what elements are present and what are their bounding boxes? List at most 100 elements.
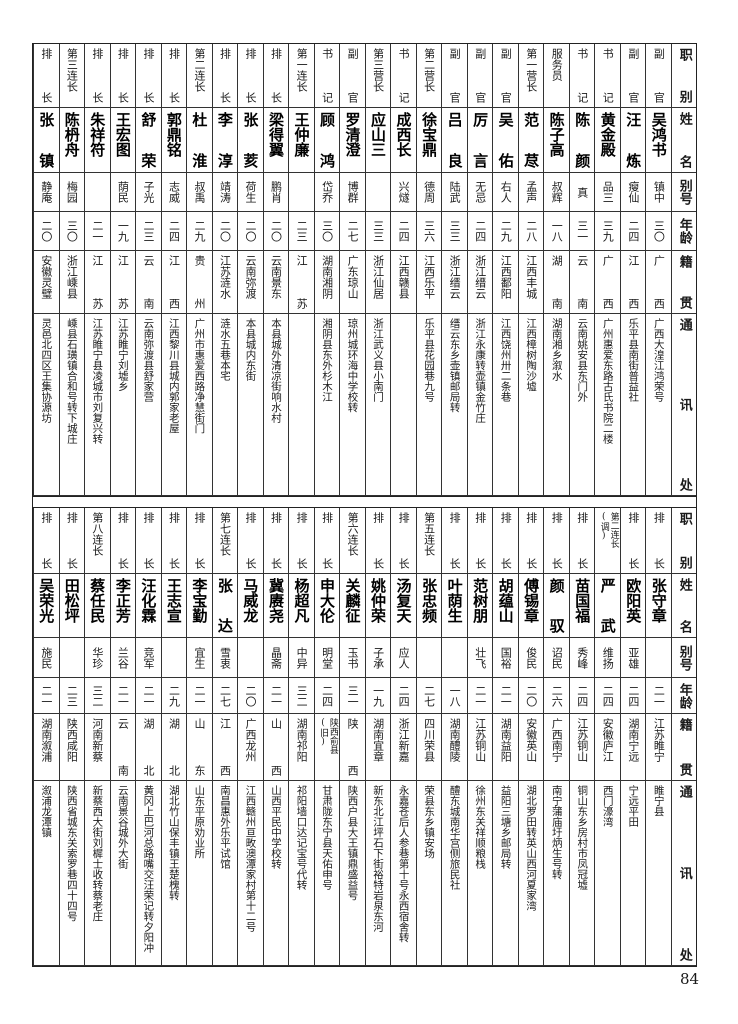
name-cell: 陈枬舟 (58, 108, 85, 173)
alias-cell: 应人 (390, 638, 416, 678)
address-cell: 荣县东乡镇安场 (415, 781, 442, 966)
age-text: 三二 (295, 684, 309, 707)
address-text: 祁阳墙口达记宝号代转 (295, 785, 308, 890)
alias-cell: 子承 (364, 638, 391, 678)
alias-cell: 诏民 (543, 638, 569, 678)
age-cell: 一八 (543, 212, 569, 251)
address-cell: 江西樟树陶沙墟 (517, 314, 544, 496)
name-cell: 罗清澄 (339, 108, 365, 173)
name-text: 陈子高 (547, 112, 566, 157)
age-text: 二四 (167, 220, 181, 242)
address-text: 醴东城南华宫侧旅民社 (448, 785, 461, 890)
alias-text: 诏民 (550, 646, 564, 669)
age-text: 二四 (575, 684, 589, 707)
role-cell: 排长 (109, 508, 136, 574)
origin-cell: 浙江仙居 (364, 251, 391, 314)
age-text: 二一 (141, 684, 155, 707)
age-text: 二一 (90, 220, 104, 242)
origin-cell: 江苏铜山 (466, 714, 493, 781)
alias-text: 德周 (422, 181, 436, 203)
age-cell: 二四 (594, 678, 620, 714)
origin-cell: 浙江缙云 (466, 251, 493, 314)
origin-text: 山东 (192, 718, 206, 776)
address-text: 溆浦龙潭镇 (40, 785, 53, 838)
alias-text: 晶斋 (269, 646, 283, 669)
header-address-text: 通讯处 (676, 318, 692, 491)
role-text: 第一营长 (524, 48, 538, 92)
alias-cell: 兴燧 (390, 173, 416, 212)
address-text: 云南弥渡县舒家营 (142, 318, 155, 402)
address-text: 甘肃陇东宁县天佑申号 (321, 785, 334, 890)
alias-text: 秀峰 (575, 646, 589, 669)
role-text: 排长 (141, 48, 155, 103)
role-text: 排长 (218, 48, 232, 103)
origin-cell: 广西龙州 (237, 714, 263, 781)
age-text: 二三 (295, 220, 309, 242)
alias-text: 兰谷 (116, 646, 130, 669)
table-divider (32, 495, 697, 508)
origin-text: 湖南祁阳 (295, 718, 309, 762)
alias-text: 陆武 (448, 181, 462, 203)
origin-cell: 广西南宁 (543, 714, 569, 781)
name-text: 马威龙 (241, 578, 260, 623)
origin-text: 江苏 (295, 255, 309, 309)
name-cell: 张镇 (33, 108, 59, 173)
name-text: 厉言 (471, 112, 490, 168)
alias-text: 荫民 (116, 181, 130, 203)
age-text: 二三 (65, 684, 79, 707)
age-cell: 二四 (619, 212, 646, 251)
address-text: 广州市惠爱西路净慧街门 (193, 318, 206, 434)
origin-text: 江西乐平 (422, 255, 436, 299)
header-name-text: 姓名 (676, 578, 692, 633)
origin-text: 江苏 (90, 255, 104, 309)
origin-cell: 湖南益阳 (492, 714, 518, 781)
name-text: 梁得翼 (266, 112, 285, 157)
address-cell: 琼州城环海中学校转 (339, 314, 365, 496)
origin-cell: 江苏 (84, 251, 110, 314)
origin-cell: 广东琼山 (339, 251, 365, 314)
alias-text: 俊民 (524, 646, 538, 669)
age-text: 二四 (397, 220, 411, 242)
role-cell: 排长 (466, 508, 493, 574)
age-text: 二一 (473, 684, 487, 707)
header-name-cell: 姓名 (671, 574, 696, 638)
role-cell: 排长 (492, 508, 518, 574)
name-cell: 成西长 (390, 108, 416, 173)
address-cell: 广西大湟江鸿荣号 (645, 314, 671, 496)
origin-cell: 浙江嵊县 (58, 251, 85, 314)
origin-cell: 江苏 (288, 251, 314, 314)
name-cell: 范树朋 (466, 574, 493, 638)
name-cell: 杜淮 (186, 108, 212, 173)
address-cell: 甘肃陇东宁县天佑申号 (313, 781, 340, 966)
alias-text: 叔禹 (192, 181, 206, 203)
age-text: 三〇 (65, 220, 79, 242)
address-text: 云南姚安县东门外 (576, 318, 589, 402)
address-text: 新蔡西大街刘樨士收转蔡老庄 (91, 785, 104, 922)
alias-text: 真 (575, 186, 589, 198)
alias-text: 志威 (167, 181, 181, 203)
role-cell: 排长 (441, 508, 467, 574)
role-cell: 排长 (364, 508, 391, 574)
header-name-text: 姓名 (676, 112, 692, 168)
role-cell: 排长 (33, 44, 59, 108)
name-text: 吴鸿书 (649, 112, 668, 157)
age-cell: 二四 (390, 212, 416, 251)
alias-cell: 岱乔 (313, 173, 340, 212)
alias-cell: 真 (568, 173, 595, 212)
name-cell: 舒荣 (135, 108, 161, 173)
address-cell: 江西黎川县城内郭家老屋 (160, 314, 187, 496)
page-number: 84 (680, 970, 700, 988)
role-cell: 排长 (288, 508, 314, 574)
age-text: 二〇 (269, 220, 283, 242)
role-cell: 第二连长 (186, 44, 212, 108)
name-cell: 田松坪 (58, 574, 85, 638)
age-cell: 二一 (262, 678, 289, 714)
name-cell: 朱祥符 (84, 108, 110, 173)
address-cell: 徐州东关祥顺粮栈 (466, 781, 493, 966)
age-text: 二七 (346, 220, 360, 242)
role-cell: 排长 (619, 508, 646, 574)
header-age-text: 年龄 (676, 218, 692, 244)
name-cell: 蔡任民 (84, 574, 110, 638)
address-text: 广西大湟江鸿荣号 (652, 318, 665, 402)
address-text: 新东北江坪石下街裕特岩泉东河 (372, 785, 385, 932)
